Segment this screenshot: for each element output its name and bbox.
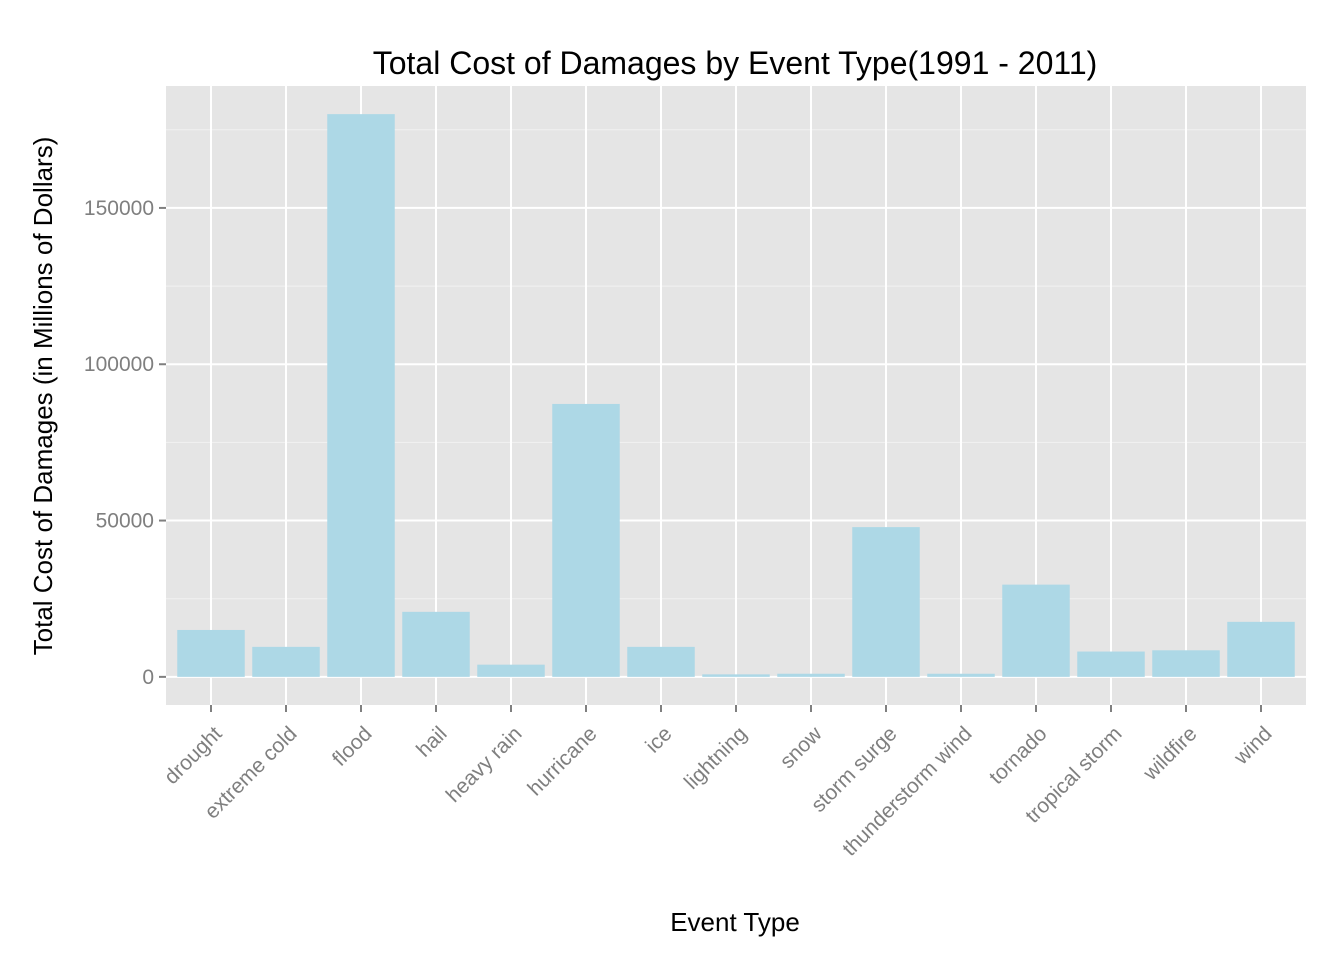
bar-thunderstorm-wind — [927, 673, 995, 677]
bar-tropical-storm — [1077, 651, 1145, 677]
y-tick-label: 0 — [142, 666, 154, 689]
bar-drought — [177, 629, 245, 677]
bar-extreme-cold — [252, 646, 320, 677]
x-tick-label: tornado — [985, 722, 1052, 789]
bar-wildfire — [1152, 650, 1220, 677]
bar-hurricane — [552, 403, 620, 677]
x-tick-label: flood — [328, 722, 376, 770]
x-tick-label: wildfire — [1138, 722, 1201, 785]
bars — [177, 114, 1295, 677]
y-tick-label: 100000 — [84, 353, 154, 376]
x-tick-label: hurricane — [523, 722, 601, 800]
x-tick-label: heavy rain — [442, 722, 527, 807]
bar-wind — [1227, 621, 1295, 677]
bar-tornado — [1002, 584, 1070, 677]
y-axis-title: Total Cost of Damages (in Millions of Do… — [28, 137, 58, 656]
bar-storm-surge — [852, 527, 920, 677]
x-tick-label: lightning — [680, 722, 752, 794]
bar-ice — [627, 646, 695, 677]
x-tick-label: drought — [160, 722, 227, 789]
chart-title: Total Cost of Damages by Event Type(1991… — [373, 45, 1098, 81]
bar-snow — [777, 673, 845, 677]
x-tick-label: thunderstorm wind — [838, 722, 976, 860]
bar-flood — [327, 114, 395, 677]
x-axis-title: Event Type — [670, 907, 800, 937]
x-tick-label: snow — [776, 722, 828, 774]
bar-hail — [402, 611, 470, 677]
y-tick-label: 50000 — [96, 510, 154, 533]
x-tick-label: hail — [412, 722, 451, 761]
y-tick-label: 150000 — [84, 197, 154, 220]
bar-heavy-rain — [477, 664, 545, 677]
bar-lightning — [702, 674, 770, 677]
x-tick-label: wind — [1229, 722, 1277, 770]
y-axis: 0 50000 100000 150000 — [84, 197, 166, 689]
x-tick-label: ice — [641, 722, 676, 757]
